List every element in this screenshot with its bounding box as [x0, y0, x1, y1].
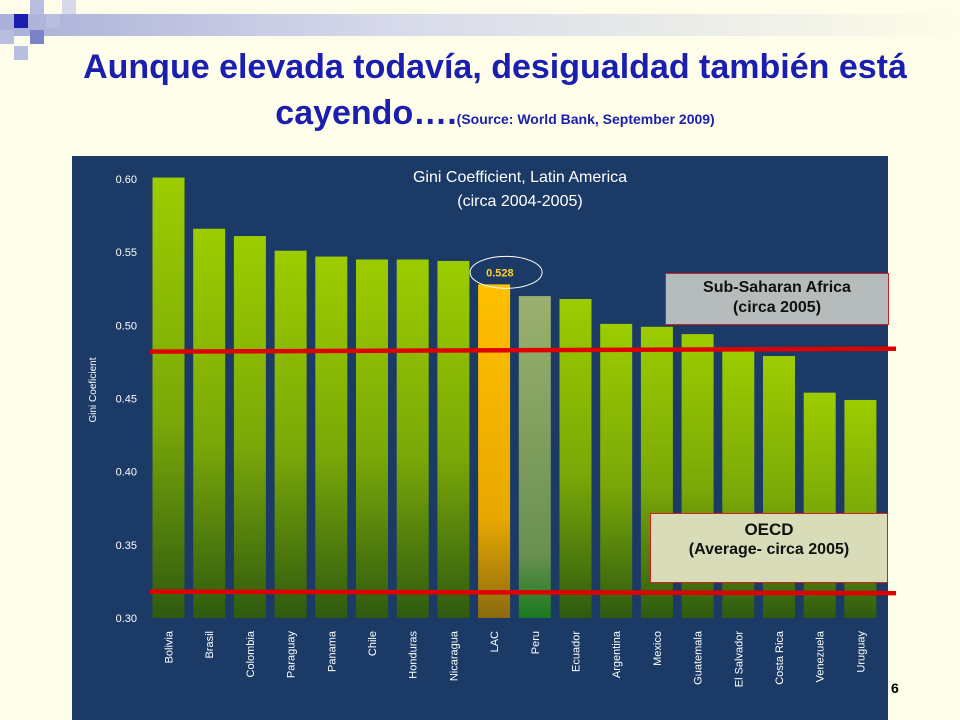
callout-ssa-line2: (circa 2005)	[732, 299, 822, 316]
highlight-ellipse	[469, 255, 543, 289]
chart-title: Gini Coefficient, Latin America	[413, 169, 627, 186]
x-tick-label: Ecuador	[571, 631, 583, 672]
x-tick-label: Colombia	[245, 630, 257, 677]
bar-bolivia	[152, 177, 185, 618]
annotations: 0.528	[149, 255, 897, 596]
bar-honduras	[396, 259, 429, 618]
y-tick-label: 0.45	[116, 394, 137, 406]
x-tick-label: Bolivia	[164, 630, 176, 663]
bar-venezuela	[803, 392, 836, 618]
bar-peru	[518, 296, 551, 618]
decor-square	[62, 0, 76, 14]
slide-title-text: Aunque elevada todavía, desigualdad tamb…	[83, 48, 907, 132]
header-gradient-band	[0, 14, 960, 36]
bar-uruguay	[844, 399, 877, 618]
x-tick-label: Panama	[326, 630, 338, 672]
decor-square	[14, 46, 28, 60]
ssa-reference-line	[149, 346, 897, 354]
bar-panama	[315, 256, 348, 618]
page-number: 6	[891, 680, 899, 696]
x-tick-label: Nicaragua	[448, 630, 460, 681]
decor-square	[14, 14, 28, 28]
y-tick-label: 0.60	[116, 174, 137, 186]
bar-chile	[356, 259, 388, 618]
callout-oecd: OECD (Average- circa 2005)	[650, 513, 888, 583]
x-tick-label: Venezuela	[815, 630, 827, 682]
bar-ecuador	[559, 298, 592, 618]
x-tick-label: Guatemala	[693, 630, 705, 685]
x-tick-label: LAC	[489, 631, 501, 652]
y-tick-label: 0.50	[116, 320, 137, 332]
callout-sub-saharan-africa: Sub-Saharan Africa (circa 2005)	[665, 273, 889, 325]
decor-square	[0, 30, 14, 44]
oecd-reference-line	[149, 589, 897, 596]
x-axis-labels: Bolivia Brasil Colombia Paraguay Panama Chile…	[164, 630, 868, 687]
x-tick-label: El Salvador	[733, 631, 745, 688]
x-tick-label: Chile	[367, 631, 379, 656]
bar-lac	[478, 284, 511, 618]
callout-ssa-line1: Sub-Saharan Africa	[703, 279, 851, 296]
bar-brasil	[193, 228, 226, 618]
callout-oecd-line1: OECD	[744, 520, 794, 539]
x-tick-label: Peru	[530, 631, 542, 654]
callout-oecd-line2: (Average- circa 2005)	[688, 541, 850, 558]
x-tick-label: Brasil	[204, 631, 216, 659]
y-tick-label: 0.55	[116, 247, 137, 259]
bar-paraguay	[274, 250, 307, 618]
x-tick-label: Argentina	[611, 630, 623, 678]
x-tick-label: Paraguay	[286, 631, 298, 679]
y-tick-label: 0.30	[116, 613, 137, 625]
chart-subtitle: (circa 2004-2005)	[457, 193, 582, 210]
bar-nicaragua	[437, 260, 470, 618]
y-axis-label: Gini Coeficient	[88, 357, 99, 422]
x-tick-label: Mexico	[652, 631, 664, 666]
source-note: (Source: World Bank, September 2009)	[456, 111, 715, 127]
lac-value-label: 0.528	[486, 267, 514, 279]
slide-title: Aunque elevada todavía, desigualdad tamb…	[30, 44, 960, 142]
y-tick-label: 0.35	[116, 540, 137, 552]
decor-square	[46, 14, 60, 28]
y-axis-ticks: 0.30 0.35 0.40 0.45 0.50 0.55 0.60	[116, 174, 137, 625]
x-tick-label: Honduras	[408, 631, 420, 679]
decor-square	[30, 0, 44, 14]
bar-argentina	[600, 323, 633, 618]
y-tick-label: 0.40	[116, 467, 137, 479]
x-tick-label: Costa Rica	[774, 630, 786, 685]
decor-square	[30, 30, 44, 44]
x-tick-label: Uruguay	[855, 631, 867, 673]
bar-colombia	[233, 236, 266, 618]
bars	[152, 177, 877, 618]
